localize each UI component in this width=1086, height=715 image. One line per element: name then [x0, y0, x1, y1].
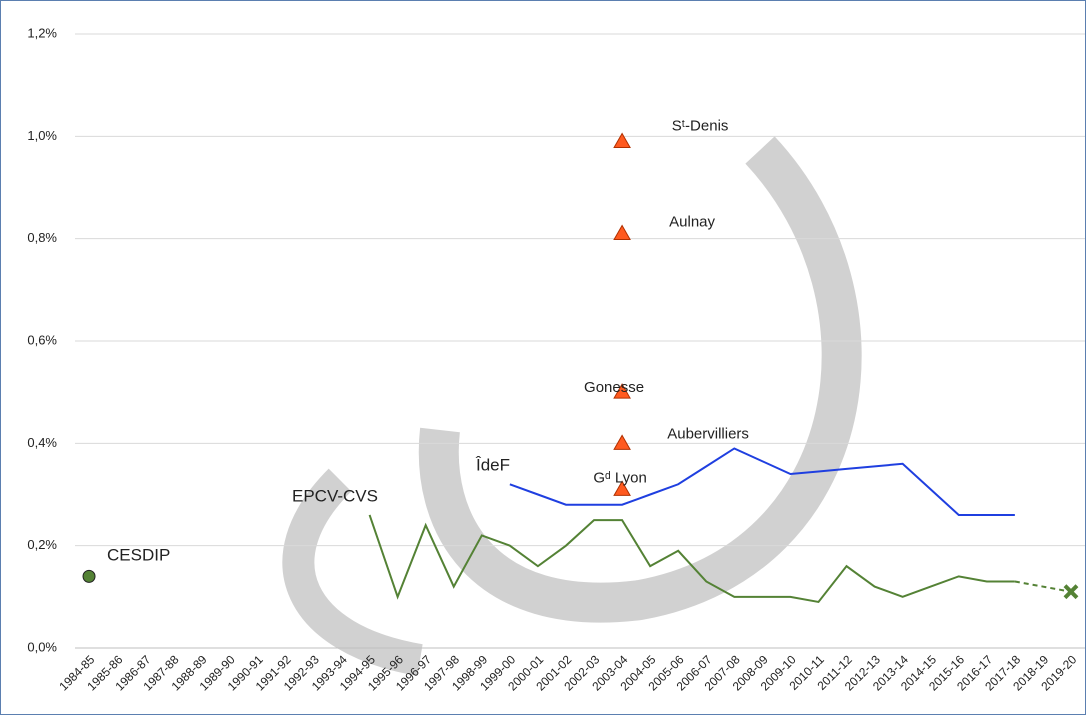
series-label: CESDIP [107, 545, 170, 564]
series-line [368, 514, 1015, 604]
y-tick-label: 1,2% [27, 25, 57, 40]
watermark-stroke [418, 136, 862, 623]
series-line [1014, 580, 1072, 593]
point-label: Aulnay [669, 214, 715, 231]
y-tick-label: 0,8% [27, 230, 57, 245]
triangle-marker [613, 434, 631, 450]
point-label: Gonesse [584, 379, 644, 396]
series-line [509, 447, 1015, 516]
y-tick-label: 0,4% [27, 435, 57, 450]
series-label: ÎdeF [475, 455, 510, 474]
x-marker [1063, 584, 1079, 600]
y-tick-label: 0,0% [27, 639, 57, 654]
y-tick-label: 0,2% [27, 537, 57, 552]
point-label: Aubervilliers [667, 425, 749, 442]
watermark [282, 136, 862, 676]
triangle-marker [613, 132, 631, 148]
triangle-marker [613, 383, 631, 399]
triangle-marker [613, 480, 631, 496]
point-label: Gᵈ Lyon [593, 469, 646, 486]
y-tick-label: 1,0% [27, 128, 57, 143]
point-marker [82, 569, 96, 583]
point-label: Sᵗ-Denis [672, 117, 729, 134]
watermark-stroke [282, 468, 423, 676]
y-tick-label: 0,6% [27, 332, 57, 347]
series-label: EPCV-CVS [292, 486, 378, 505]
triangle-marker [613, 224, 631, 241]
